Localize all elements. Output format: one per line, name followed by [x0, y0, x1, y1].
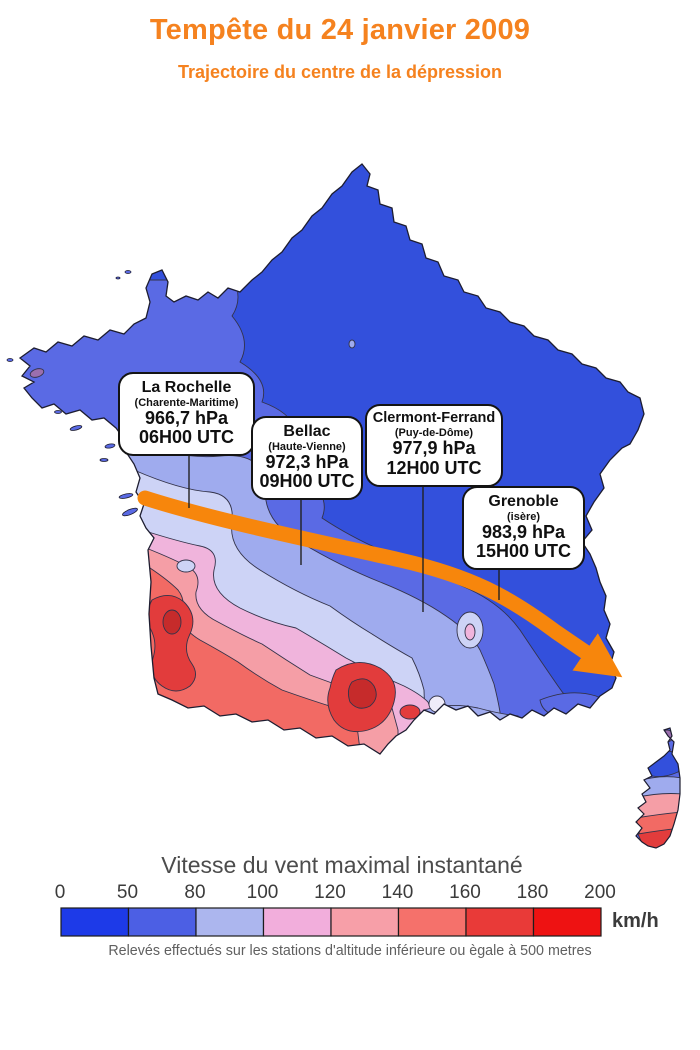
callout-grenoble: Grenoble (isère) 983,9 hPa 15H00 UTC — [462, 486, 585, 571]
callout-city: Bellac — [283, 423, 331, 440]
wind-core-red-coast — [399, 704, 421, 720]
corsica-outline — [635, 727, 681, 849]
wind-core-red-landes — [147, 595, 196, 692]
callout-time: 09H00 UTC — [259, 471, 355, 492]
legend-swatch-140-160 — [397, 907, 467, 937]
legend-tick: 120 — [314, 882, 346, 903]
callout-bellac: Bellac (Haute-Vienne) 972,3 hPa 09H00 UT… — [251, 416, 363, 501]
callout-pressure: 977,9 hPa — [392, 438, 476, 459]
france-map-svg — [6, 163, 681, 849]
callout-la-rochelle: La Rochelle (Charente-Maritime) 966,7 hP… — [118, 372, 255, 457]
callout-department: (Charente-Maritime) — [134, 396, 239, 409]
pocket-lavender-sw — [176, 559, 196, 573]
callout-department: (Puy-de-Dôme) — [394, 426, 474, 439]
legend-tick: 50 — [116, 882, 139, 903]
callout-pressure: 983,9 hPa — [481, 521, 566, 542]
legend-tick: 100 — [246, 882, 279, 903]
callout-clermont-ferrand: Clermont-Ferrand (Puy-de-Dôme) 977,9 hPa… — [365, 404, 503, 487]
pocket-white — [428, 695, 446, 713]
legend-color-bar — [60, 907, 602, 937]
callout-pressure: 972,3 hPa — [265, 451, 349, 472]
callout-time: 06H00 UTC — [138, 427, 235, 448]
legend-tick: 140 — [381, 882, 414, 903]
page-subtitle: Trajectoire du centre de la dépression — [177, 62, 503, 82]
trajectory-arrow — [137, 490, 623, 678]
page-title: Tempête du 24 janvier 2009 — [149, 14, 531, 46]
callout-department: (Haute-Vienne) — [268, 440, 346, 453]
callout-time: 15H00 UTC — [475, 541, 572, 562]
legend-swatch-180-200 — [532, 907, 602, 937]
legend-tick: 160 — [449, 882, 481, 903]
legend-tick: 0 — [54, 882, 66, 903]
pocket-purple-brittany — [29, 368, 45, 378]
france-outline — [18, 163, 645, 755]
wind-core-darkred-south — [347, 678, 377, 709]
wind-core-darkred-landes — [162, 609, 182, 635]
callout-city: Grenoble — [488, 493, 559, 510]
pocket-speck-north — [348, 339, 356, 349]
pocket-cevennes-inner — [464, 623, 476, 641]
france-wind-map — [0, 130, 700, 850]
legend-unit: km/h — [612, 910, 659, 932]
callout-city: Clermont-Ferrand — [372, 410, 496, 426]
legend-swatch-50-80 — [127, 907, 197, 937]
legend-swatch-80-100 — [195, 907, 265, 937]
legend-swatch-0-50 — [60, 907, 130, 937]
callout-time: 12H00 UTC — [386, 457, 482, 478]
callout-pressure: 966,7 hPa — [144, 407, 229, 428]
legend-tick: 80 — [184, 882, 206, 903]
pocket-provence-medium — [539, 692, 608, 719]
legend-footnote: Relevés effectués sur les stations d'alt… — [108, 943, 592, 959]
legend-swatch-100-120 — [262, 907, 332, 937]
legend-title: Vitesse du vent maximal instantané — [161, 852, 523, 878]
legend-tick: 180 — [516, 882, 549, 903]
legend-swatch-120-140 — [330, 907, 400, 937]
callout-city: La Rochelle — [141, 379, 232, 396]
atlantic-islands — [6, 270, 138, 517]
legend-tick: 200 — [584, 882, 616, 903]
legend-swatch-160-180 — [465, 907, 535, 937]
callout-department: (isère) — [506, 510, 541, 523]
